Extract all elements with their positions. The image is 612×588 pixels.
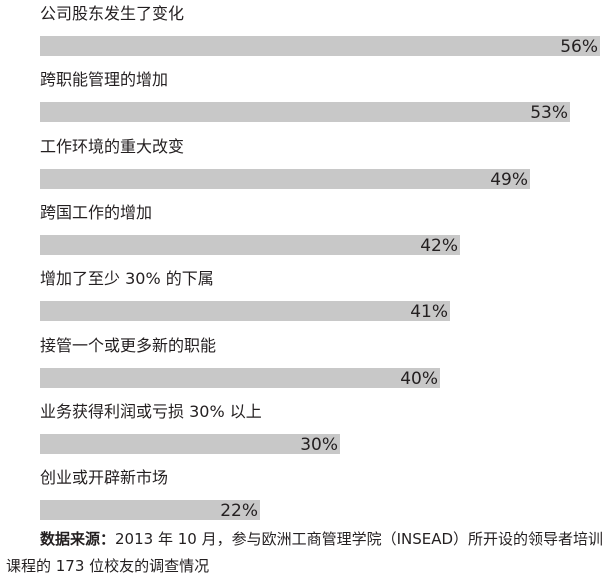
bar-value-label: 22% <box>220 501 258 521</box>
bar <box>40 169 530 189</box>
category-label: 公司股东发生了变化 <box>40 4 185 23</box>
bar-value-label: 42% <box>420 236 458 256</box>
data-source-note: 数据来源：2013 年 10 月，参与欧洲工商管理学院（INSEAD）所开设的领… <box>6 526 610 580</box>
category-label: 创业或开辟新市场 <box>40 468 169 487</box>
bar-value-label: 30% <box>300 435 338 455</box>
bar <box>40 36 600 56</box>
bar <box>40 500 260 520</box>
bar-value-label: 40% <box>400 369 438 389</box>
category-label: 跨职能管理的增加 <box>40 70 169 89</box>
category-label: 业务获得利润或亏损 30% 以上 <box>40 402 262 421</box>
bar-value-label: 41% <box>410 302 448 322</box>
category-label: 跨国工作的增加 <box>40 203 153 222</box>
bar <box>40 235 460 255</box>
bar-value-label: 53% <box>530 103 568 123</box>
bar <box>40 102 570 122</box>
bar-value-label: 56% <box>560 37 598 57</box>
bar-value-label: 49% <box>490 170 528 190</box>
horizontal-bar-chart: 公司股东发生了变化 56% 跨职能管理的增加 53% 工作环境的重大改变 49% 跨国工作的… <box>40 4 600 521</box>
bar <box>40 434 340 454</box>
category-label: 增加了至少 30% 的下属 <box>40 269 214 288</box>
data-source-text: 2013 年 10 月，参与欧洲工商管理学院（INSEAD）所开设的领导者培训课… <box>6 530 604 575</box>
category-label: 工作环境的重大改变 <box>40 137 185 156</box>
category-label: 接管一个或更多新的职能 <box>40 336 217 355</box>
bar <box>40 368 440 388</box>
bar <box>40 301 450 321</box>
data-source-label: 数据来源： <box>40 530 116 548</box>
